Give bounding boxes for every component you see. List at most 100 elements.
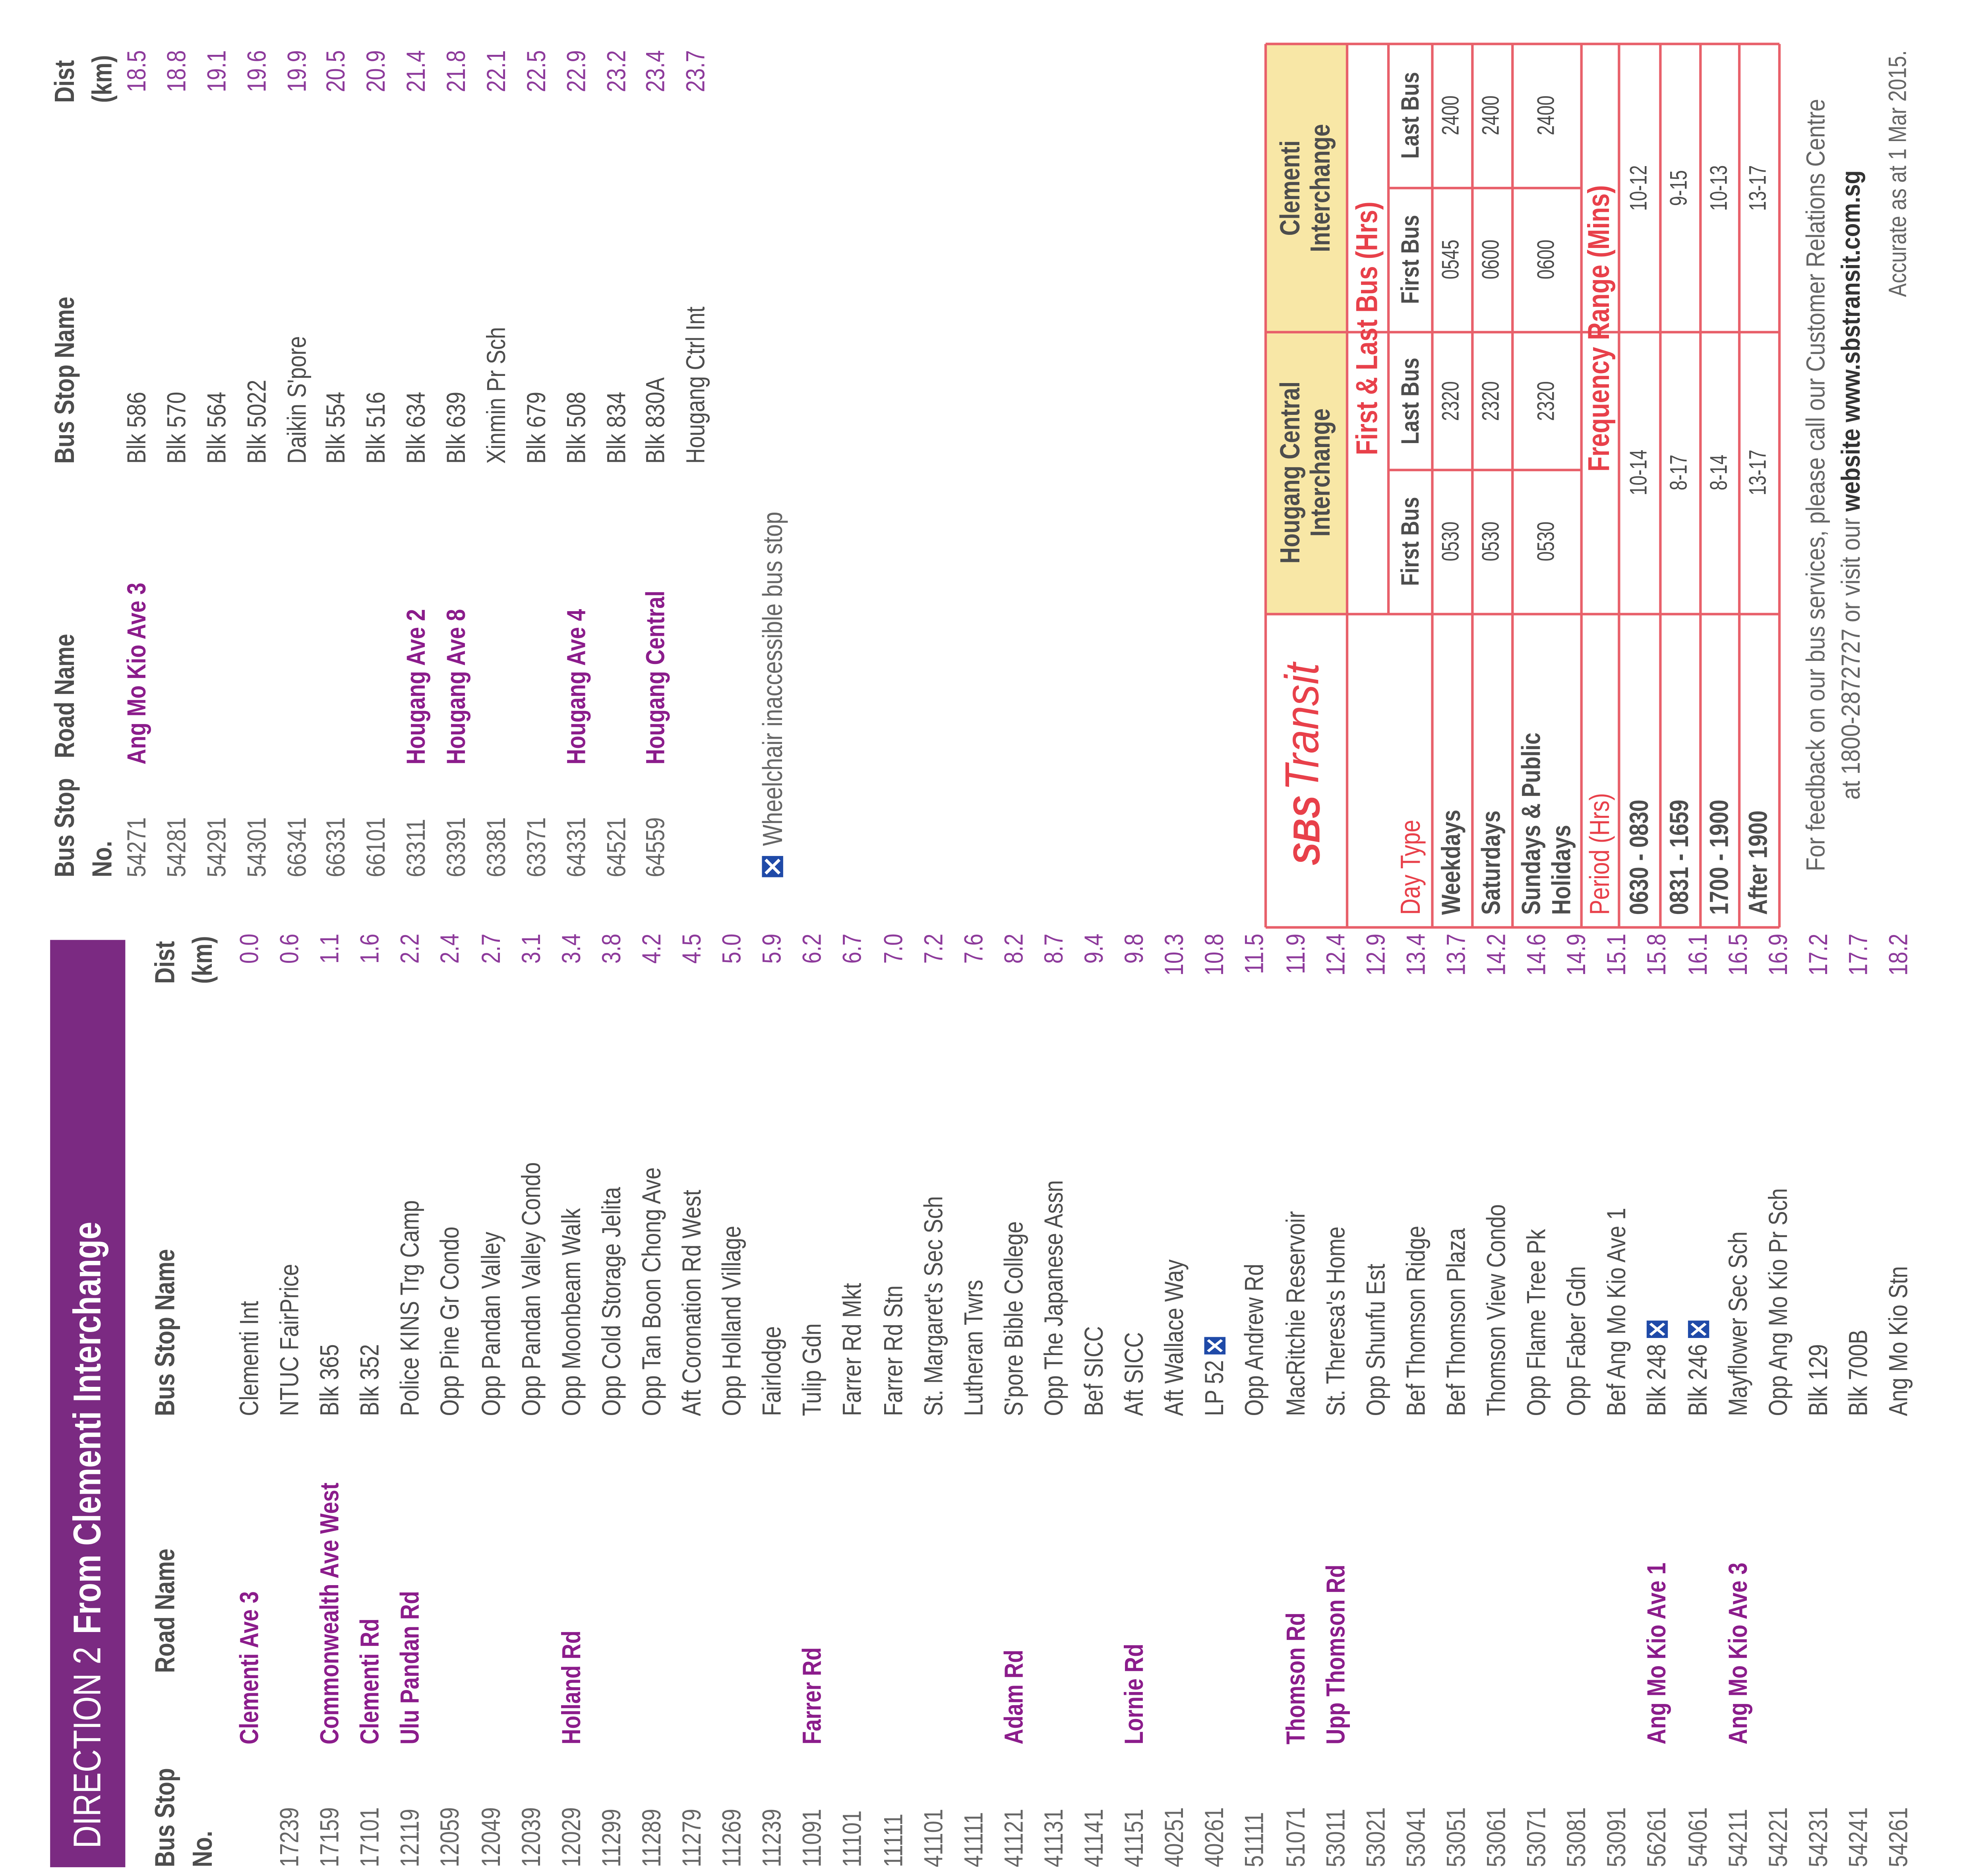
column-header: Road Name — [149, 1549, 181, 1673]
stop-number: 17159 — [316, 1807, 345, 1867]
stop-name: Farrer Rd Stn — [879, 1285, 908, 1416]
distance: 19.9 — [283, 50, 312, 93]
road-name: Ang Mo Kio Ave 3 — [123, 583, 152, 765]
inaccessible-icon — [1687, 1320, 1709, 1338]
stop-name: Blk 5022 — [242, 379, 272, 464]
distance: 16.5 — [1724, 933, 1753, 976]
brand: Transit — [1277, 663, 1330, 791]
stop-name: Opp Pine Gr Condo — [436, 1226, 466, 1416]
interchange-name: Hougang Central Interchange — [1274, 382, 1336, 564]
distance: 13.7 — [1442, 933, 1471, 976]
distance: 9.4 — [1080, 933, 1109, 964]
rule — [1266, 43, 1779, 45]
distance: 1.6 — [356, 933, 385, 964]
stop-number: 56261 — [1643, 1807, 1673, 1867]
column-header: Dist (km) — [48, 55, 118, 103]
stop-number: 53041 — [1402, 1807, 1431, 1867]
brand: SBS — [1287, 796, 1328, 865]
stop-name: Blk 508 — [562, 391, 591, 464]
stop-name: Tulip Gdn — [798, 1323, 828, 1416]
stop-name: S'pore Bible College — [1000, 1221, 1029, 1416]
rule — [1659, 44, 1661, 927]
stop-name: Opp Ang Mo Kio Pr Sch — [1764, 1188, 1793, 1416]
road-name: Hougang Ave 8 — [442, 609, 471, 765]
stop-name: Opp Moonbeam Walk — [557, 1208, 587, 1416]
stop-number: 54281 — [163, 817, 192, 877]
stop-number: 63391 — [442, 817, 471, 877]
distance: 16.1 — [1683, 933, 1713, 976]
column-header: First Bus — [1397, 215, 1425, 305]
road-name: Ang Mo Kio Ave 1 — [1643, 1562, 1673, 1744]
stop-name: Blk 516 — [362, 391, 391, 464]
stop-number: 12039 — [517, 1807, 546, 1867]
stop-name: LP 52 — [1196, 1336, 1236, 1416]
distance: 16.9 — [1764, 933, 1793, 976]
distance: 15.1 — [1603, 933, 1632, 976]
time: 0600 — [1479, 240, 1505, 280]
distance: 11.9 — [1281, 933, 1311, 974]
distance: 22.9 — [562, 50, 591, 93]
stop-number: 54221 — [1764, 1807, 1793, 1867]
distance: 7.2 — [919, 933, 949, 964]
footer-note: Accurate as at 1 Mar 2015. — [1884, 50, 1913, 297]
stop-name: Opp Shunfu Est — [1362, 1264, 1391, 1416]
stop-number: 63381 — [482, 817, 511, 877]
distance: 21.8 — [442, 50, 471, 93]
stop-name: Opp Flame Tree Pk — [1522, 1229, 1552, 1416]
frequency: 13-17 — [1745, 450, 1772, 496]
distance: 20.9 — [362, 50, 391, 93]
stop-name: Lutheran Twrs — [959, 1280, 989, 1416]
distance: 19.6 — [242, 50, 272, 93]
stop-number: 11239 — [758, 1808, 788, 1867]
distance: 0.6 — [275, 933, 305, 964]
stop-name: Blk 634 — [402, 391, 431, 464]
period: After 1900 — [1744, 810, 1773, 915]
frequency: 13-17 — [1745, 165, 1772, 211]
stop-number: 11289 — [637, 1808, 667, 1867]
distance: 14.6 — [1522, 933, 1552, 976]
frequency: 8-17 — [1667, 455, 1693, 491]
stop-name: Bef Ang Mo Kio Ave 1 — [1603, 1208, 1632, 1416]
rule — [1431, 44, 1433, 927]
stop-name: Opp Pandan Valley Condo — [517, 1162, 546, 1416]
rule — [1471, 44, 1473, 927]
stop-number: 54211 — [1724, 1808, 1753, 1867]
rule — [1346, 44, 1348, 927]
stop-number: 66341 — [283, 817, 312, 877]
distance: 20.5 — [322, 50, 351, 93]
time: 2320 — [1438, 381, 1465, 421]
legend-text: Wheelchair inaccessible bus stop — [757, 511, 788, 846]
section-heading: Period (Hrs) — [1584, 793, 1615, 915]
stop-number: 11299 — [597, 1808, 627, 1867]
stop-number: 54241 — [1844, 1807, 1874, 1867]
stop-name: Blk 830A — [642, 377, 671, 464]
period: 0630 - 0830 — [1624, 800, 1654, 915]
day-type: Sundays & Public Holidays — [1517, 732, 1576, 915]
distance: 12.9 — [1362, 933, 1391, 976]
stop-number: 51111 — [1241, 1812, 1270, 1867]
stop-number: 41101 — [919, 1808, 949, 1867]
stop-name: St. Margaret's Sec Sch — [919, 1196, 949, 1416]
stop-number: 11269 — [718, 1808, 747, 1867]
stop-name: Blk 246 — [1678, 1320, 1719, 1416]
column-header: Last Bus — [1397, 358, 1425, 445]
time: 2320 — [1479, 381, 1505, 421]
road-name: Holland Rd — [557, 1630, 587, 1744]
stop-name: Opp Faber Gdn — [1563, 1266, 1592, 1416]
frequency: 10-12 — [1626, 165, 1652, 211]
stop-number: 66331 — [322, 817, 351, 877]
stop-number: 11279 — [678, 1808, 707, 1867]
stop-number: 54061 — [1683, 1807, 1713, 1867]
stop-number: 64521 — [602, 817, 631, 877]
distance: 7.0 — [879, 933, 908, 964]
period: 1700 - 1900 — [1705, 800, 1734, 915]
rule — [1778, 44, 1781, 927]
stop-number: 41151 — [1120, 1808, 1150, 1867]
distance: 3.1 — [517, 933, 546, 964]
rule — [1388, 187, 1582, 189]
stop-number: 12059 — [436, 1807, 466, 1867]
stop-name: Thomson View Condo — [1482, 1204, 1512, 1416]
stop-number: 54301 — [242, 817, 272, 877]
stop-name: MacRitchie Reservoir — [1281, 1211, 1311, 1416]
